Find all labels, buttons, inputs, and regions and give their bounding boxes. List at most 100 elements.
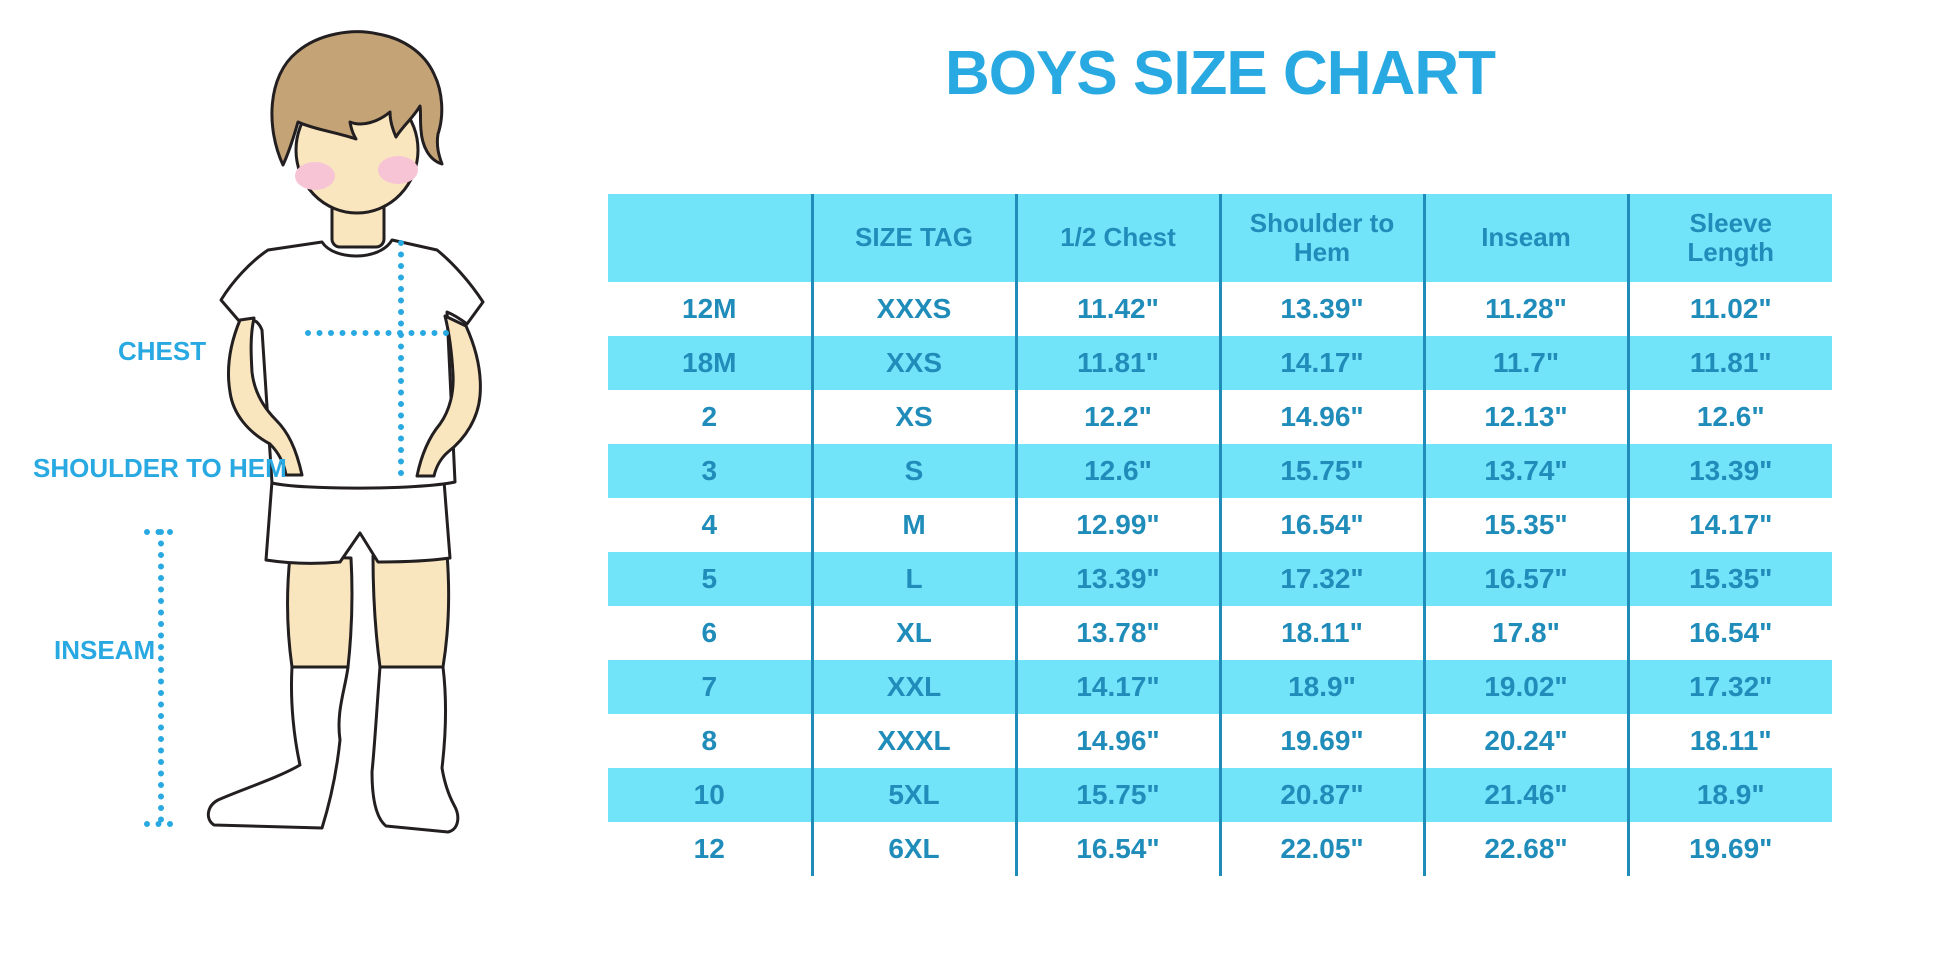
- measurement-cell: 17.8": [1422, 606, 1628, 660]
- table-row: 3 S 12.6" 15.75" 13.74" 13.39": [608, 444, 1832, 498]
- size-row-label: 18M: [682, 347, 737, 378]
- measurement-cell: 18.9": [1626, 768, 1832, 822]
- size-row-label: 12: [693, 833, 725, 864]
- table-row: 18M XXS 11.81" 14.17" 11.7" 11.81": [608, 336, 1832, 390]
- measurement-cell: XS: [810, 390, 1016, 444]
- size-row-label: 6: [701, 617, 718, 648]
- measurement-cell: XXL: [810, 660, 1016, 714]
- measurement-cell: 5XL: [810, 768, 1016, 822]
- measurement-cell: 20.87": [1218, 768, 1424, 822]
- measurement-cell: 12.6": [1014, 444, 1220, 498]
- table-row: 2 XS 12.2" 14.96" 12.13" 12.6": [608, 390, 1832, 444]
- inseam-label: INSEAM: [54, 635, 156, 665]
- size-table-header: SIZE TAG 1/2 Chest Shoulder to Hem Insea…: [608, 194, 1832, 282]
- size-row-label: 3: [701, 455, 718, 486]
- measurement-cell: XL: [810, 606, 1016, 660]
- column-header-inseam: Inseam: [1422, 194, 1628, 282]
- column-header-half-chest: 1/2 Chest: [1014, 194, 1220, 282]
- measurement-cell: M: [810, 498, 1016, 552]
- measurement-cell: 15.35": [1422, 498, 1628, 552]
- left-arm: [226, 316, 304, 477]
- table-row: 12 6XL 16.54" 22.05" 22.68" 19.69": [608, 822, 1832, 876]
- right-leg: [371, 552, 451, 669]
- size-row-label: 2: [701, 401, 718, 432]
- measurement-cell: 12.99": [1014, 498, 1220, 552]
- right-sock: [370, 665, 460, 834]
- measurement-cell: 16.54": [1014, 822, 1220, 876]
- table-row: 5 L 13.39" 17.32" 16.57" 15.35": [608, 552, 1832, 606]
- boy-illustration: [144, 30, 485, 834]
- measurement-cell: 13.74": [1422, 444, 1628, 498]
- measurement-cell: 16.57": [1422, 552, 1628, 606]
- table-row: 7 XXL 14.17" 18.9" 19.02" 17.32": [608, 660, 1832, 714]
- hair: [270, 30, 444, 167]
- table-row: 8 XXXL 14.96" 19.69" 20.24" 18.11": [608, 714, 1832, 768]
- measurement-cell: 14.17": [1626, 498, 1832, 552]
- right-blush: [378, 156, 418, 184]
- measurement-cell: 22.05": [1218, 822, 1424, 876]
- size-row-label: 5: [701, 563, 718, 594]
- measurement-cell: 14.96": [1218, 390, 1424, 444]
- size-table-body: 12M XXXS 11.42" 13.39" 11.28" 11.02" 18M XXS 11.…: [608, 282, 1832, 876]
- measurement-cell: 17.32": [1218, 552, 1424, 606]
- left-leg: [286, 554, 354, 669]
- measurement-cell: 14.17": [1014, 660, 1220, 714]
- measurement-cell: 6XL: [810, 822, 1016, 876]
- table-row: 4 M 12.99" 16.54" 15.35" 14.17": [608, 498, 1832, 552]
- column-header-size-tag: SIZE TAG: [810, 194, 1016, 282]
- shorts: [264, 479, 452, 565]
- shirt: [219, 238, 485, 490]
- measurement-cell: 11.7": [1422, 336, 1628, 390]
- measurement-cell: 19.02": [1422, 660, 1628, 714]
- right-arm: [415, 314, 482, 478]
- chest-label: CHEST: [118, 336, 207, 366]
- measurement-cell: XXS: [810, 336, 1016, 390]
- measurement-cell: XXXS: [810, 282, 1016, 336]
- measurement-cell: 18.11": [1626, 714, 1832, 768]
- size-row-label: 12M: [682, 293, 737, 324]
- measurement-cell: 13.78": [1014, 606, 1220, 660]
- size-row-label: 10: [693, 779, 725, 810]
- table-row: 6 XL 13.78" 18.11" 17.8" 16.54": [608, 606, 1832, 660]
- measurement-cell: 15.75": [1014, 768, 1220, 822]
- measurement-cell: 11.42": [1014, 282, 1220, 336]
- left-sock: [206, 665, 350, 830]
- measurement-cell: 19.69": [1626, 822, 1832, 876]
- measurement-cell: 11.81": [1014, 336, 1220, 390]
- shoulder-to-hem-label: SHOULDER TO HEM: [33, 453, 287, 483]
- measurement-cell: S: [810, 444, 1016, 498]
- measurement-cell: 11.81": [1626, 336, 1832, 390]
- measurement-cell: 18.11": [1218, 606, 1424, 660]
- measurement-cell: 16.54": [1218, 498, 1424, 552]
- size-row-label: 8: [701, 725, 718, 756]
- measurement-cell: 19.69": [1218, 714, 1424, 768]
- measurement-cell: 12.2": [1014, 390, 1220, 444]
- column-header-shoulder-to-hem: Shoulder to Hem: [1218, 194, 1424, 282]
- column-header-blank: [608, 194, 812, 282]
- measurement-cell: 12.13": [1422, 390, 1628, 444]
- page-title: BOYS SIZE CHART: [945, 39, 1496, 108]
- measurement-cell: 13.39": [1626, 444, 1832, 498]
- measurement-cell: 16.54": [1626, 606, 1832, 660]
- left-blush: [295, 162, 335, 190]
- measurement-cell: 14.17": [1218, 336, 1424, 390]
- measurement-cell: 11.28": [1422, 282, 1628, 336]
- column-header-sleeve-length: Sleeve Length: [1626, 194, 1832, 282]
- measurement-cell: 15.35": [1626, 552, 1832, 606]
- measurement-cell: L: [810, 552, 1016, 606]
- measurement-cell: 20.24": [1422, 714, 1628, 768]
- measurement-cell: 18.9": [1218, 660, 1424, 714]
- size-table: SIZE TAG 1/2 Chest Shoulder to Hem Insea…: [608, 194, 1832, 876]
- header-row: SIZE TAG 1/2 Chest Shoulder to Hem Insea…: [608, 194, 1832, 282]
- measurement-cell: 21.46": [1422, 768, 1628, 822]
- table-row: 12M XXXS 11.42" 13.39" 11.28" 11.02": [608, 282, 1832, 336]
- measurement-cell: XXXL: [810, 714, 1016, 768]
- table-row: 10 5XL 15.75" 20.87" 21.46" 18.9": [608, 768, 1832, 822]
- size-row-label: 4: [701, 509, 718, 540]
- measurement-cell: 13.39": [1218, 282, 1424, 336]
- measurement-cell: 15.75": [1218, 444, 1424, 498]
- measurement-cell: 13.39": [1014, 552, 1220, 606]
- measurement-cell: 17.32": [1626, 660, 1832, 714]
- measurement-cell: 14.96": [1014, 714, 1220, 768]
